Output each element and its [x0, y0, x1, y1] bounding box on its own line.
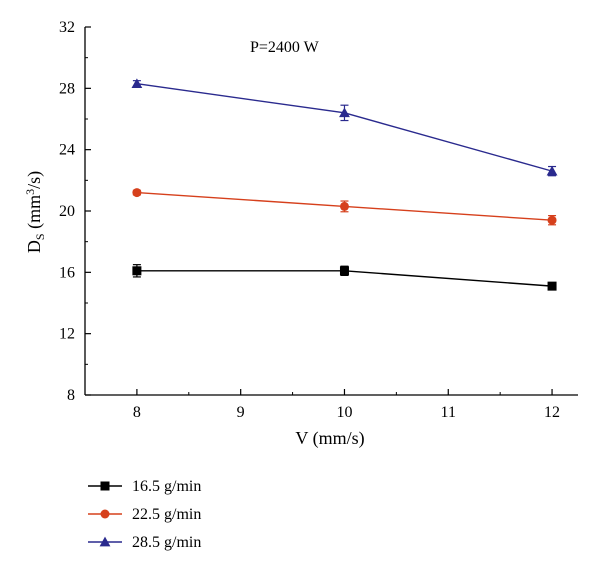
x-tick-label: 12	[544, 404, 560, 421]
y-axis-label: DS (mm3/s)	[23, 171, 47, 253]
x-tick-label: 11	[441, 404, 456, 421]
legend-entry-1: 16.5 g/min	[88, 478, 201, 495]
legend-marker	[100, 509, 110, 519]
x-axis-label: V (mm/s)	[295, 428, 364, 449]
data-point	[339, 201, 349, 211]
data-point	[339, 107, 350, 118]
legend-label: 22.5 g/min	[132, 506, 201, 523]
chart-annotation: P=2400 W	[250, 39, 320, 56]
series-layer	[131, 78, 558, 291]
axes: 8 12 16 20 24 28 32 8 9 10 11 12	[59, 19, 578, 421]
legend-label: 16.5 g/min	[132, 478, 201, 495]
data-point	[547, 281, 557, 291]
x-tick-label: 8	[133, 404, 141, 421]
y-tick-label: 12	[59, 326, 75, 343]
series-1	[132, 264, 557, 291]
data-point	[339, 266, 349, 276]
legend-entry-2: 22.5 g/min	[88, 506, 201, 523]
y-tick-label: 32	[59, 19, 75, 36]
y-tick-label: 20	[59, 203, 75, 220]
data-point	[132, 188, 142, 198]
y-tick-label: 28	[59, 80, 75, 97]
series-3	[131, 78, 558, 177]
y-tick-label: 8	[67, 387, 75, 404]
legend-marker	[99, 536, 111, 547]
legend: 16.5 g/min 22.5 g/min 28.5 g/min	[88, 478, 201, 551]
x-tick-label: 9	[237, 404, 245, 421]
data-point	[547, 215, 557, 225]
data-point	[546, 165, 558, 176]
y-tick-label: 24	[59, 142, 75, 159]
legend-marker	[100, 481, 110, 491]
data-point	[131, 78, 143, 89]
series-2	[132, 188, 557, 226]
x-tick-label: 10	[336, 404, 352, 421]
y-tick-label: 16	[59, 264, 75, 281]
legend-entry-3: 28.5 g/min	[88, 534, 201, 551]
legend-label: 28.5 g/min	[132, 534, 201, 551]
series-line	[136, 83, 553, 172]
data-point	[132, 266, 142, 276]
